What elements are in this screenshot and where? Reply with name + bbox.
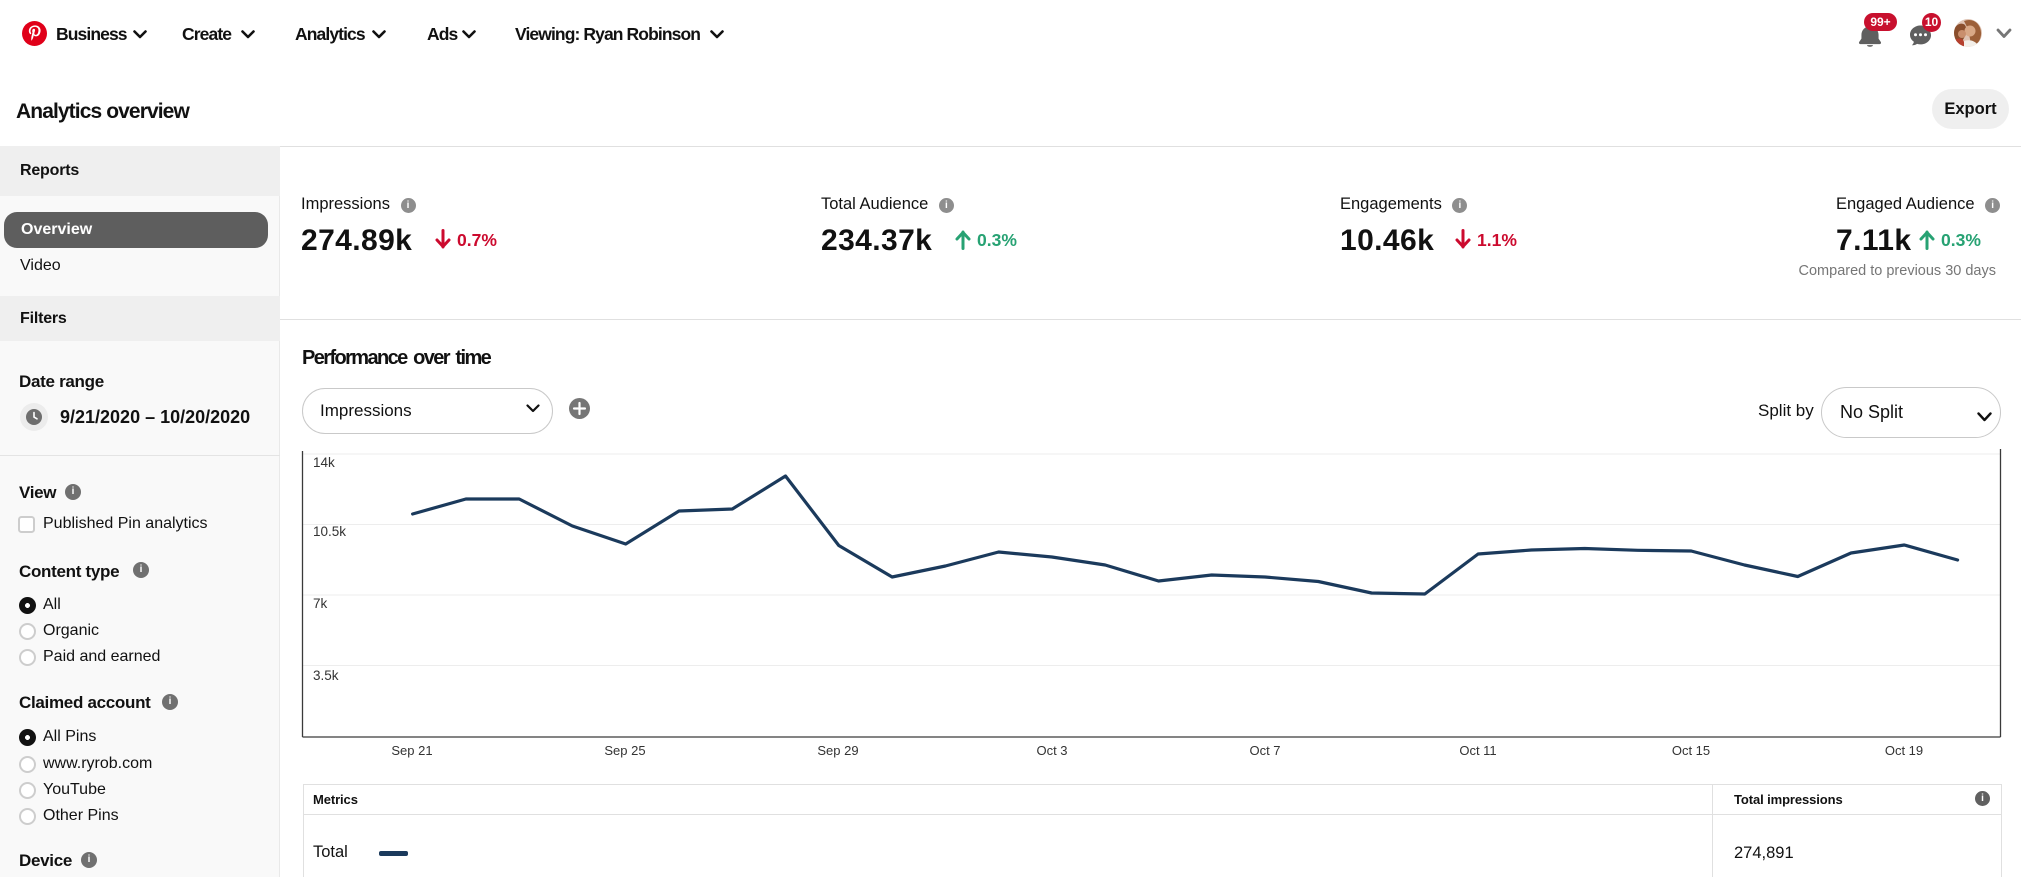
svg-text:Oct 11: Oct 11 bbox=[1459, 743, 1496, 758]
svg-text:Sep 21: Sep 21 bbox=[391, 743, 432, 758]
svg-text:Oct 15: Oct 15 bbox=[1672, 743, 1710, 758]
svg-text:Oct 7: Oct 7 bbox=[1249, 743, 1280, 758]
svg-text:Oct 3: Oct 3 bbox=[1036, 743, 1067, 758]
svg-text:7k: 7k bbox=[313, 596, 328, 611]
svg-text:Sep 29: Sep 29 bbox=[817, 743, 858, 758]
svg-text:3.5k: 3.5k bbox=[313, 668, 339, 683]
svg-text:10.5k: 10.5k bbox=[313, 524, 346, 539]
svg-text:Oct 19: Oct 19 bbox=[1885, 743, 1923, 758]
svg-text:Sep 25: Sep 25 bbox=[604, 743, 645, 758]
svg-text:14k: 14k bbox=[313, 455, 335, 470]
